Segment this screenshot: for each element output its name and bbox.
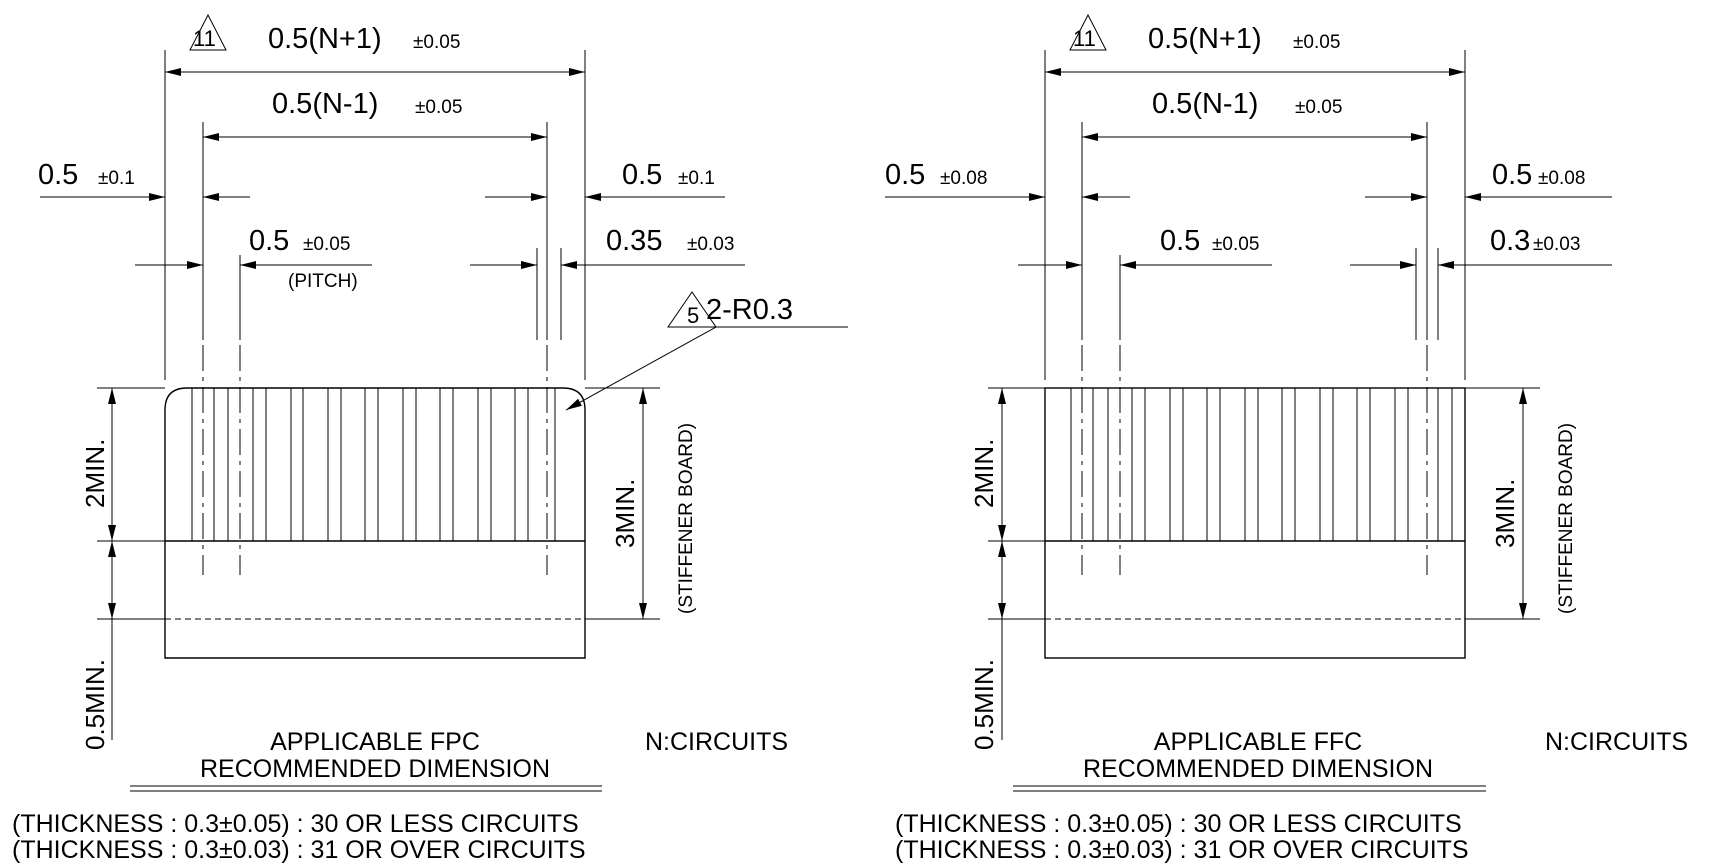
thickness-line1: (THICKNESS : 0.3±0.05) : 30 OR LESS CIRC…: [12, 810, 579, 838]
edge-right-label: 0.5: [1492, 159, 1532, 191]
pitch-label: 0.5: [1160, 225, 1200, 257]
min-3-label: 3MIN.: [1490, 479, 1520, 548]
extension-lines: [164, 50, 586, 380]
dim-total-width: 11 0.5(N+1) ±0.05: [165, 13, 585, 76]
pitch-tolerance: ±0.05: [1212, 234, 1259, 255]
n-circuits-label: N:CIRCUITS: [1545, 728, 1688, 756]
dim-pitch: 0.5 ±0.05: [1018, 225, 1272, 269]
dim-total-tolerance: ±0.05: [413, 32, 460, 53]
width-label: 0.3: [1490, 225, 1530, 257]
edge-right-label: 0.5: [622, 159, 662, 191]
edge-left-tolerance: ±0.1: [98, 168, 135, 189]
note-marker-11-label: 11: [193, 26, 216, 51]
ffc-figure: 11 0.5(N+1) ±0.05 0.5(N-1) ±0.05 0.5 ±0.…: [885, 13, 1688, 864]
conductors: [1070, 388, 1453, 541]
dim-total-label: 0.5(N+1): [1148, 23, 1262, 55]
pitch-note: (PITCH): [288, 271, 358, 292]
thickness-line1: (THICKNESS : 0.3±0.05) : 30 OR LESS CIRC…: [895, 810, 1462, 838]
title-line2: RECOMMENDED DIMENSION: [1083, 755, 1433, 783]
edge-left-label: 0.5: [38, 159, 78, 191]
dim-vertical-left: 2MIN. 0.5MIN.: [80, 387, 165, 750]
fpc-title: APPLICABLE FPC RECOMMENDED DIMENSION N:C…: [12, 728, 788, 864]
stiffener-label: (STIFFENER BOARD): [1556, 423, 1577, 614]
note-marker-11: [189, 13, 227, 51]
edge-right-tolerance: ±0.08: [1538, 168, 1585, 189]
thickness-line2: (THICKNESS : 0.3±0.03) : 31 OR OVER CIRC…: [12, 836, 586, 864]
radius-label: 2-R0.3: [706, 294, 793, 326]
dim-edge-pitch: 0.5 ±0.1 0.5 ±0.1: [38, 159, 725, 201]
dim-total-width: 11 0.5(N+1) ±0.05: [1045, 13, 1465, 76]
dim-edge-pitch: 0.5 ±0.08 0.5 ±0.08: [885, 159, 1612, 201]
width-tolerance: ±0.03: [1533, 234, 1580, 255]
edge-left-label: 0.5: [885, 159, 925, 191]
dim-inner-tolerance: ±0.05: [1295, 97, 1342, 118]
edge-left-tolerance: ±0.08: [940, 168, 987, 189]
width-tolerance: ±0.03: [687, 234, 734, 255]
pitch-label: 0.5: [249, 225, 289, 257]
dim-conductor-width: 0.35 ±0.03: [470, 225, 745, 269]
dim-vertical-right: 3MIN. (STIFFENER BOARD): [585, 387, 697, 620]
stiffener-label: (STIFFENER BOARD): [676, 423, 697, 614]
dim-inner-label: 0.5(N-1): [272, 88, 378, 120]
dim-pitch: 0.5 ±0.05 (PITCH): [135, 225, 372, 292]
dim-inner-width: 0.5(N-1) ±0.05: [203, 88, 547, 141]
dim-inner-tolerance: ±0.05: [415, 97, 462, 118]
title-line2: RECOMMENDED DIMENSION: [200, 755, 550, 783]
thickness-line2: (THICKNESS : 0.3±0.03) : 31 OR OVER CIRC…: [895, 836, 1469, 864]
note-marker-11: [1069, 13, 1107, 51]
ffc-title: APPLICABLE FFC RECOMMENDED DIMENSION N:C…: [895, 728, 1688, 864]
width-label: 0.35: [606, 225, 662, 257]
dim-vertical-right: 3MIN. (STIFFENER BOARD): [1465, 387, 1577, 620]
dim-inner-width: 0.5(N-1) ±0.05: [1082, 88, 1427, 141]
center-lines: [1081, 345, 1428, 575]
dim-vertical-left: 2MIN. 0.5MIN.: [969, 387, 1045, 750]
center-lines: [202, 345, 548, 575]
min-2-label: 2MIN.: [80, 439, 110, 508]
dim-total-label: 0.5(N+1): [268, 23, 382, 55]
dim-inner-label: 0.5(N-1): [1152, 88, 1258, 120]
note-marker-5: [667, 291, 717, 328]
edge-right-tolerance: ±0.1: [678, 168, 715, 189]
conductors: [191, 388, 556, 541]
title-line1: APPLICABLE FFC: [1154, 728, 1362, 756]
dim-conductor-width: 0.3 ±0.03: [1350, 225, 1612, 269]
min-2-label: 2MIN.: [969, 439, 999, 508]
fpc-figure: 11 0.5(N+1) ±0.05 0.5(N-1) ±0.05 0.5 ±0.…: [12, 13, 848, 864]
title-line1: APPLICABLE FPC: [270, 728, 480, 756]
note-marker-11-label: 11: [1073, 26, 1096, 51]
radius-callout: 5 2-R0.3: [565, 291, 848, 411]
n-circuits-label: N:CIRCUITS: [645, 728, 788, 756]
dim-total-tolerance: ±0.05: [1293, 32, 1340, 53]
min-3-label: 3MIN.: [610, 479, 640, 548]
min-05-label: 0.5MIN.: [969, 659, 999, 750]
min-05-label: 0.5MIN.: [80, 659, 110, 750]
pitch-tolerance: ±0.05: [303, 234, 350, 255]
note-marker-5-label: 5: [687, 303, 699, 328]
